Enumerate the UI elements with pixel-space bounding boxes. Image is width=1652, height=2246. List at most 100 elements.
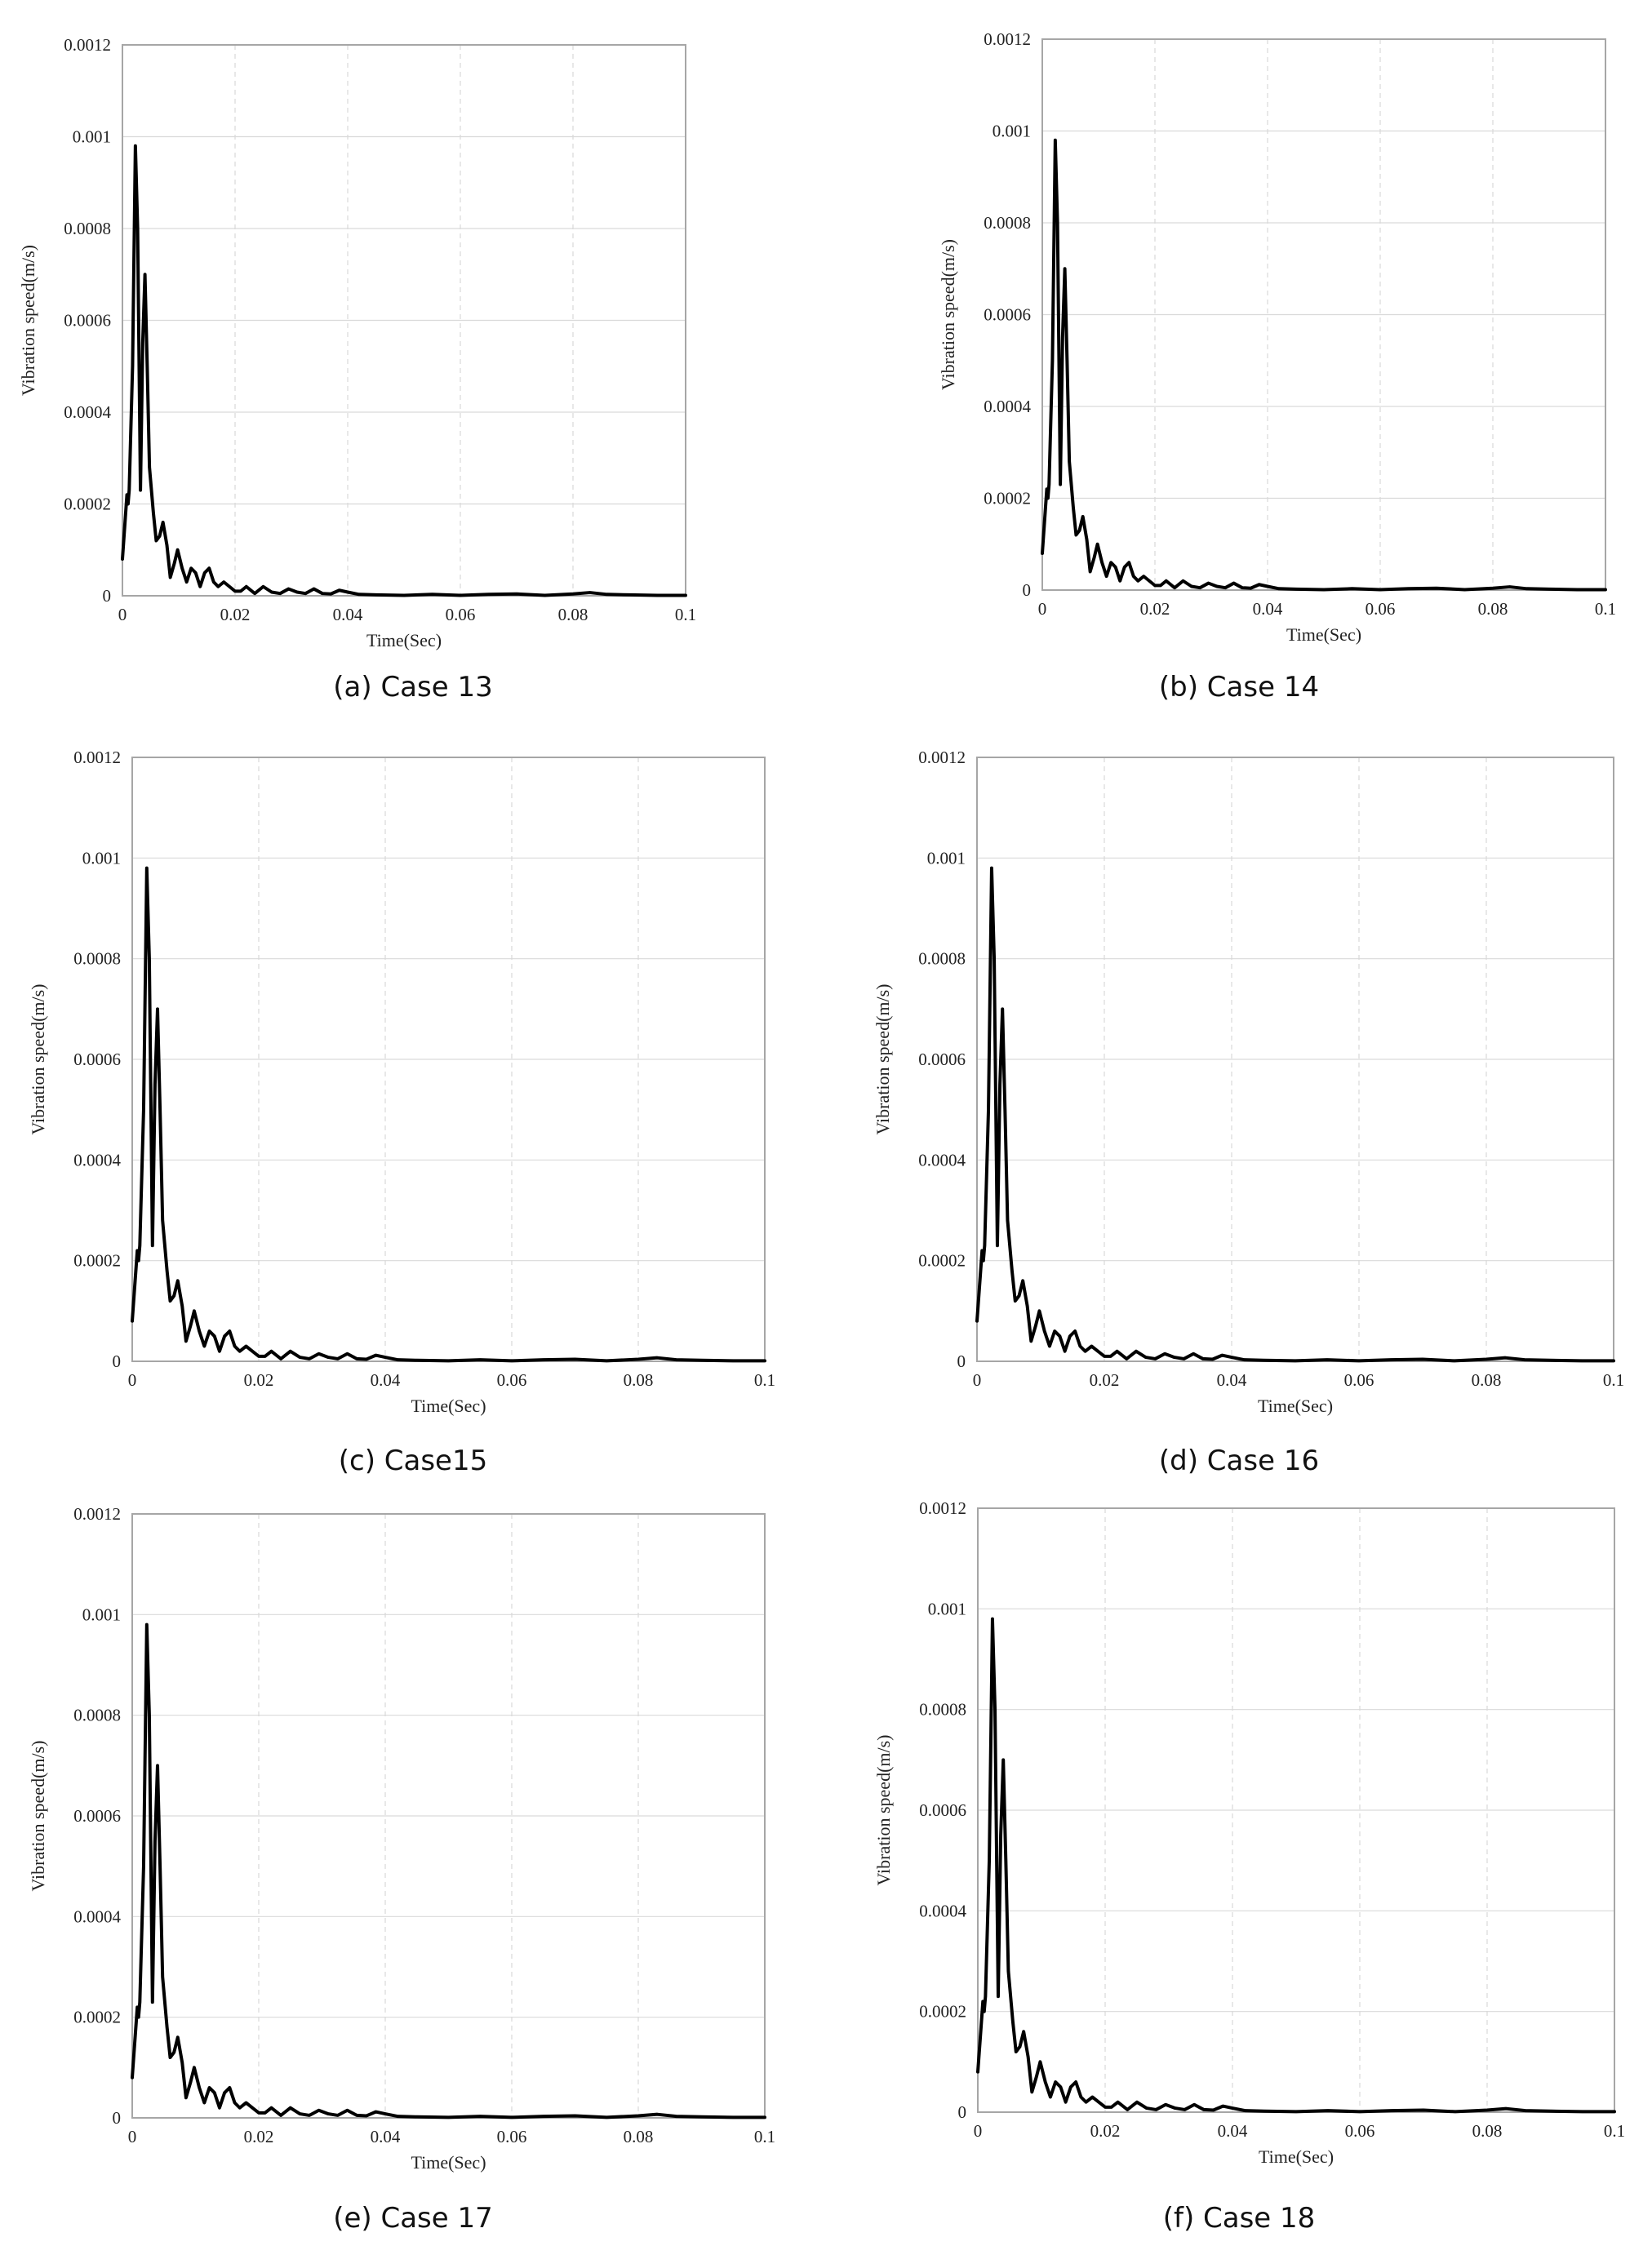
x-tick-label: 0.02 [1140,599,1170,619]
x-axis-label: Time(Sec) [1286,624,1361,645]
y-axis-label: Vibration speed(m/s) [28,1740,48,1891]
x-tick-label: 0.06 [1345,2121,1375,2141]
x-tick-label: 0.1 [754,2127,775,2146]
y-axis-label: Vibration speed(m/s) [873,1734,894,1885]
y-tick-label: 0.0004 [984,397,1031,416]
chart-panel-c: 0 0.0002 0.0004 0.0006 0.0008 0.001 0.0012 0 0.0… [0,735,826,1494]
x-tick-label: 0.08 [1472,2121,1503,2141]
series-line [131,1622,766,2119]
y-tick-label: 0.0006 [64,311,111,331]
x-tick-label: 0.06 [1366,599,1396,619]
x-tick-label: 0.02 [244,1370,274,1390]
y-axis-label: Vibration speed(m/s) [18,245,38,396]
chart-f-caption: (f) Case 18 [1162,2202,1316,2235]
y-tick-label: 0.0002 [64,495,111,514]
y-tick-label: 0 [957,1352,966,1371]
x-tick-label: 0.04 [1218,2121,1248,2141]
y-tick-label: 0.0008 [64,219,111,238]
y-tick-label: 0.0002 [73,2008,121,2027]
x-tick-label: 0.04 [1217,1370,1247,1390]
x-tick-label: 0.1 [675,605,696,624]
series-line [1041,138,1607,592]
y-tick-label: 0 [103,586,112,606]
y-tick-label: 0.001 [82,848,121,868]
y-tick-label: 0.001 [993,122,1031,141]
chart-d-svg: 0 0.0002 0.0004 0.0006 0.0008 0.001 0.0012 0 0.0… [873,748,1624,1416]
x-tick-label: 0 [128,2127,137,2146]
y-tick-label: 0.0006 [918,1050,966,1069]
chart-panel-f: 0 0.0002 0.0004 0.0006 0.0008 0.001 0.0012 0 0.0… [826,1494,1652,2246]
x-tick-label: 0.02 [244,2127,274,2146]
series-line [976,1617,1616,2114]
y-tick-label: 0.0004 [918,1150,966,1170]
y-tick-label: 0.0012 [919,1498,966,1518]
chart-c-svg: 0 0.0002 0.0004 0.0006 0.0008 0.001 0.0012 0 0.0… [28,748,775,1416]
x-tick-label: 0.06 [446,605,476,624]
y-tick-label: 0.0004 [73,1906,121,1926]
y-tick-label: 0.0002 [73,1251,121,1271]
chart-c-caption: (c) Case15 [338,1445,488,1477]
x-tick-label: 0.06 [1344,1370,1374,1390]
y-tick-label: 0.0004 [73,1150,121,1170]
x-tick-label: 0.1 [1604,2121,1625,2141]
chart-e-svg: 0 0.0002 0.0004 0.0006 0.0008 0.001 0.0012 0 0.0… [28,1504,775,2173]
chart-a-caption: (a) Case 13 [333,671,493,704]
y-tick-label: 0 [113,2108,122,2128]
y-tick-label: 0.0002 [918,1251,966,1271]
x-tick-label: 0 [1038,599,1047,619]
y-tick-label: 0.001 [82,1605,121,1624]
series-line [121,144,687,597]
y-tick-label: 0.0008 [919,1700,966,1720]
y-tick-label: 0.0006 [73,1806,121,1826]
x-tick-label: 0.08 [558,605,588,624]
y-tick-label: 0.0008 [73,949,121,969]
chart-a-svg: 0 0.0002 0.0004 0.0006 0.0008 0.001 0.0012 0 0.0… [18,35,696,650]
y-tick-label: 0 [1023,580,1032,600]
x-tick-label: 0 [118,605,127,624]
x-axis-label: Time(Sec) [1258,1396,1333,1416]
y-tick-label: 0.0012 [64,35,111,55]
x-tick-label: 0.08 [1478,599,1508,619]
x-tick-label: 0 [128,1370,137,1390]
series-line [975,866,1615,1363]
chart-d-caption: (d) Case 16 [1158,1445,1320,1477]
y-tick-label: 0.0002 [984,489,1031,508]
y-axis-label: Vibration speed(m/s) [873,983,893,1134]
x-tick-label: 0 [973,1370,982,1390]
series-line [131,866,766,1363]
x-tick-label: 0.02 [1090,2121,1121,2141]
x-tick-label: 0.06 [497,1370,527,1390]
x-axis-label: Time(Sec) [366,630,442,650]
chart-e-caption: (e) Case 17 [333,2202,493,2235]
x-tick-label: 0.04 [333,605,363,624]
x-tick-label: 0 [974,2121,983,2141]
x-tick-label: 0.02 [1090,1370,1120,1390]
y-tick-label: 0.0012 [73,1504,121,1524]
y-axis-label: Vibration speed(m/s) [938,239,958,390]
y-tick-label: 0.0008 [73,1706,121,1725]
y-tick-label: 0.0006 [919,1800,966,1820]
x-tick-label: 0.08 [1472,1370,1502,1390]
chart-f-svg: 0 0.0002 0.0004 0.0006 0.0008 0.001 0.0012 0 0.0… [873,1498,1625,2167]
y-tick-label: 0.0012 [73,748,121,767]
x-tick-label: 0.04 [1253,599,1283,619]
chart-panel-a: 0 0.0002 0.0004 0.0006 0.0008 0.001 0.0012 0 0.0… [0,0,826,718]
chart-b-svg: 0 0.0002 0.0004 0.0006 0.0008 0.001 0.0012 0 0.0… [938,29,1616,645]
y-tick-label: 0.0008 [918,949,966,969]
x-tick-label: 0.02 [220,605,251,624]
y-tick-label: 0.0002 [919,2002,966,2022]
y-tick-label: 0 [958,2102,967,2122]
y-tick-label: 0.001 [73,127,111,147]
y-tick-label: 0.0004 [64,402,111,422]
x-tick-label: 0.08 [624,2127,654,2146]
x-tick-label: 0.1 [1603,1370,1624,1390]
x-axis-label: Time(Sec) [411,1396,486,1416]
x-tick-label: 0.1 [1595,599,1616,619]
x-axis-label: Time(Sec) [1259,2146,1334,2167]
x-tick-label: 0.04 [371,1370,401,1390]
y-tick-label: 0.0006 [73,1050,121,1069]
y-tick-label: 0.0006 [984,305,1031,325]
x-tick-label: 0.06 [497,2127,527,2146]
y-tick-label: 0.0012 [984,29,1031,49]
y-tick-label: 0 [113,1352,122,1371]
